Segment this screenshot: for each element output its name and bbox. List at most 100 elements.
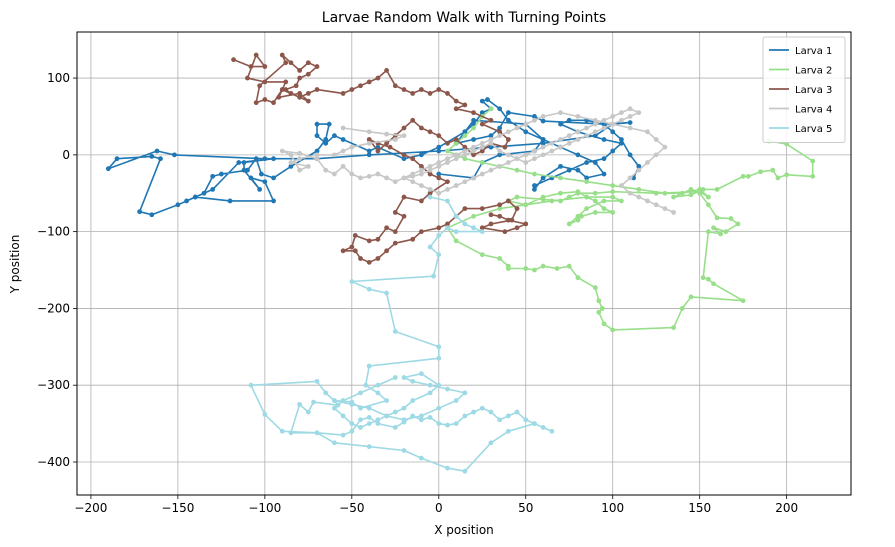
series-point	[352, 248, 358, 254]
series-point	[349, 144, 355, 150]
series-point	[497, 125, 503, 131]
series-point	[262, 79, 268, 85]
series-point	[288, 60, 294, 66]
series-point	[349, 421, 355, 426]
series-point	[584, 175, 590, 181]
series-point	[462, 102, 468, 108]
series-point	[566, 140, 572, 146]
series-point	[532, 421, 537, 426]
series-point	[497, 202, 503, 208]
series-point	[592, 133, 598, 139]
series-point	[227, 198, 233, 204]
series-point	[549, 148, 555, 154]
series-point	[418, 125, 424, 131]
series-point	[735, 221, 741, 227]
series-point	[427, 390, 433, 396]
series-point	[462, 129, 468, 135]
series-point	[471, 225, 476, 231]
series-point	[497, 206, 503, 212]
series-point	[427, 415, 433, 420]
series-point	[427, 167, 433, 173]
series-point	[375, 390, 381, 396]
series-point	[105, 166, 111, 172]
x-tick-label: 100	[601, 501, 624, 515]
series-point	[711, 225, 716, 231]
series-point	[297, 150, 303, 156]
series-point	[279, 87, 285, 92]
series-point	[401, 87, 407, 92]
series-point	[479, 160, 485, 165]
series-point	[488, 144, 494, 150]
series-point	[471, 144, 476, 150]
series-point	[471, 152, 476, 158]
series-point	[392, 240, 398, 246]
series-point	[514, 156, 520, 162]
series-point	[453, 229, 459, 235]
legend-item: Larva 2	[769, 66, 832, 77]
series-point	[671, 325, 676, 331]
series-point	[479, 171, 485, 177]
series-point	[358, 425, 363, 430]
series-point	[462, 206, 468, 212]
series-point	[349, 428, 355, 434]
series-point	[340, 125, 346, 131]
series-point	[601, 198, 607, 204]
series-point	[540, 137, 546, 142]
series-point	[392, 229, 398, 235]
series-point	[375, 148, 381, 154]
series-point	[418, 167, 424, 173]
series-point	[497, 417, 503, 423]
series-2	[445, 106, 816, 333]
series-point	[305, 60, 311, 66]
series-point	[340, 137, 346, 142]
series-point	[540, 140, 546, 146]
series-point	[479, 229, 485, 235]
series-point	[601, 156, 607, 162]
series-point	[471, 148, 476, 154]
series-point	[427, 91, 433, 96]
series-point	[514, 194, 520, 200]
series-point	[610, 114, 616, 119]
series-point	[366, 444, 372, 450]
series-point	[479, 206, 485, 212]
series-point	[610, 121, 616, 127]
series-point	[488, 117, 494, 123]
series-point	[601, 137, 607, 142]
series-point	[558, 110, 563, 116]
series-point	[248, 64, 254, 69]
series-4	[279, 106, 676, 215]
series-point	[479, 148, 485, 154]
series-point	[497, 106, 503, 112]
y-tick-label: 0	[62, 148, 70, 162]
series-point	[392, 329, 398, 334]
series-point	[479, 225, 485, 231]
series-point	[688, 187, 694, 192]
series-point	[401, 448, 407, 453]
series-point	[297, 167, 303, 173]
series-point	[601, 117, 607, 123]
series-point	[505, 110, 511, 116]
series-point	[154, 148, 160, 154]
series-point	[410, 91, 416, 96]
series-point	[410, 179, 416, 185]
series-point	[575, 137, 581, 142]
series-point	[401, 125, 407, 131]
series-point	[601, 321, 607, 327]
series-point	[418, 152, 424, 158]
x-tick-label: −100	[248, 501, 281, 515]
series-point	[340, 398, 346, 403]
series-point	[436, 160, 442, 165]
series-point	[810, 158, 816, 164]
series-point	[305, 71, 311, 77]
series-point	[532, 148, 537, 154]
series-point	[462, 156, 468, 162]
series-point	[436, 163, 442, 169]
series-point	[410, 117, 416, 123]
series-point	[137, 209, 143, 215]
series-point	[575, 217, 581, 223]
x-tick-label: −200	[74, 501, 107, 515]
series-point	[271, 100, 276, 106]
series-5	[248, 194, 555, 474]
series-layer	[105, 52, 816, 474]
series-point	[427, 382, 433, 388]
